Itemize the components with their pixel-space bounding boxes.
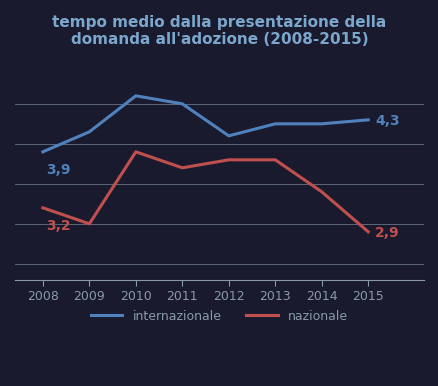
Line: nazionale: nazionale [43, 152, 367, 232]
nazionale [226, 157, 231, 162]
nazionale [272, 157, 277, 162]
internazionale [272, 122, 277, 126]
nazionale [365, 230, 370, 234]
Text: 4,3: 4,3 [374, 114, 399, 129]
internazionale [133, 93, 138, 98]
internazionale [226, 134, 231, 138]
Line: internazionale: internazionale [43, 96, 367, 152]
nazionale [133, 149, 138, 154]
nazionale [179, 166, 184, 170]
nazionale [40, 205, 46, 210]
Text: 3,9: 3,9 [46, 163, 70, 177]
internazionale [318, 122, 324, 126]
Text: 2,9: 2,9 [374, 226, 399, 240]
nazionale [318, 190, 324, 194]
internazionale [365, 117, 370, 122]
nazionale [87, 222, 92, 226]
Legend: internazionale, nazionale: internazionale, nazionale [86, 305, 352, 327]
internazionale [179, 102, 184, 106]
Text: 3,2: 3,2 [46, 219, 70, 233]
Title: tempo medio dalla presentazione della
domanda all'adozione (2008-2015): tempo medio dalla presentazione della do… [52, 15, 386, 47]
internazionale [87, 130, 92, 134]
internazionale [40, 149, 46, 154]
